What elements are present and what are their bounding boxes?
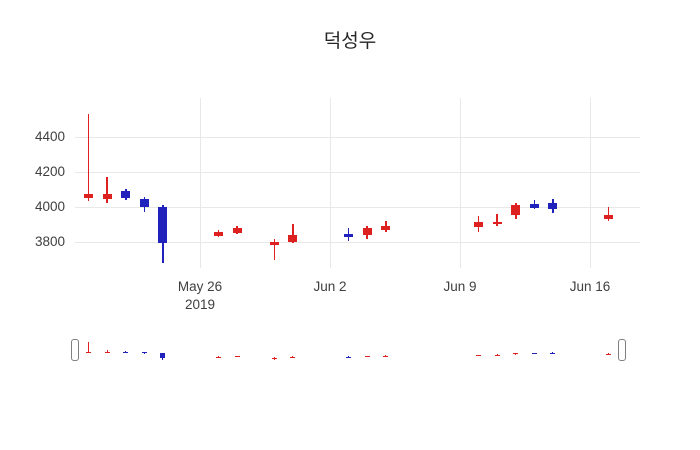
mini-candle-body [290, 356, 296, 358]
grid-line-x [200, 98, 201, 268]
mini-candle-body [513, 353, 519, 355]
mini-candle-body [271, 357, 277, 359]
grid-line-y [75, 171, 640, 173]
candle-body [381, 225, 391, 231]
y-tick-label: 3800 [34, 233, 65, 249]
y-tick-label: 4000 [34, 198, 65, 214]
grid-line-y [75, 136, 640, 138]
mini-candle-body [160, 353, 166, 358]
mini-candle-body [123, 351, 129, 353]
candle-body [604, 214, 614, 219]
candle-body [529, 204, 539, 208]
y-tick-label: 4400 [34, 128, 65, 144]
candle-body [232, 227, 242, 233]
grid-line-x [330, 98, 331, 268]
mini-candle-body [606, 354, 612, 356]
mini-candle-body [86, 351, 92, 353]
mini-candle-body [216, 356, 222, 358]
candle-body [214, 232, 224, 236]
candle-body [474, 221, 484, 227]
candle-body [362, 227, 372, 235]
mini-candle-body [494, 355, 500, 357]
x-tick-label: Jun 16 [569, 279, 611, 294]
grid-line-x [590, 98, 591, 268]
candle-wick [607, 206, 610, 221]
candle-wick [496, 213, 498, 226]
mini-candle-body [234, 356, 240, 357]
mini-candle-body [141, 352, 147, 354]
rangeslider-track[interactable] [76, 336, 622, 364]
candle-wick [87, 113, 90, 202]
rangeslider-handle-left[interactable] [71, 339, 79, 361]
mini-candle-body [346, 356, 352, 358]
y-tick-label: 4200 [34, 163, 65, 179]
mini-candle-body [476, 355, 482, 357]
x-tick-label: Jun 9 [443, 279, 477, 294]
mini-candle-wick [292, 355, 294, 358]
mini-candle-body [550, 353, 556, 354]
mini-candle-wick [106, 349, 108, 353]
grid-line-y [75, 206, 640, 208]
mini-candle-body [104, 351, 110, 353]
x-tick-label: May 26 [177, 279, 223, 294]
candle-body [121, 190, 131, 198]
grid-line-y [75, 241, 640, 243]
candle-body [344, 233, 354, 238]
rangeslider-handle-right[interactable] [618, 339, 626, 361]
candle-body [102, 193, 112, 199]
candle-body [269, 241, 279, 246]
candle-body [288, 234, 298, 242]
grid-line-x [460, 98, 461, 268]
candle-body [158, 206, 168, 244]
candle-wick [292, 224, 294, 244]
mini-candle-body [531, 353, 537, 355]
mini-candle-body [383, 355, 389, 357]
mini-candle-wick [88, 341, 90, 353]
candle-body [511, 204, 521, 216]
candle-body [492, 221, 502, 225]
mini-candle-body [364, 356, 370, 357]
candle-body [548, 203, 558, 210]
chart-title: 덕성우 [323, 31, 377, 52]
candle-body [139, 198, 149, 207]
candle-wick [106, 176, 108, 204]
x-tick-label: Jun 2 [313, 279, 347, 294]
mini-candle-wick [608, 353, 610, 356]
x-tick-year-label: 2019 [184, 297, 216, 312]
mini-candle-wick [496, 354, 498, 356]
candle-wick [273, 239, 276, 261]
candle-body [84, 194, 94, 198]
